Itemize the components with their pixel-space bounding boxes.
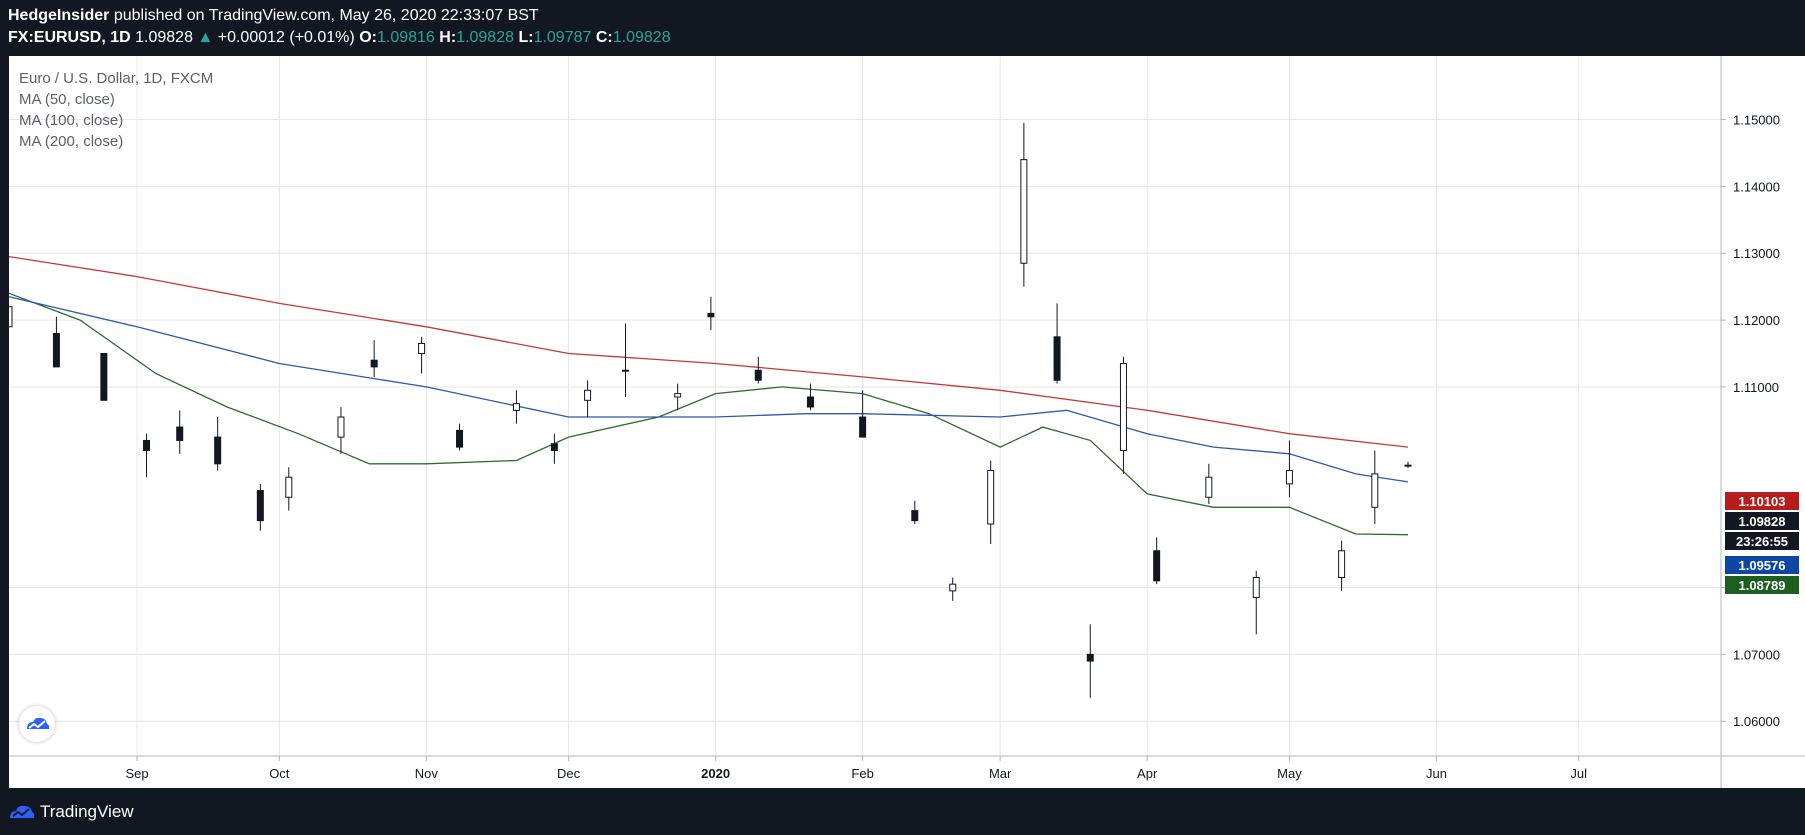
x-tick-label: Feb — [851, 766, 873, 781]
candle-body — [1020, 159, 1028, 264]
y-tick-label: 1.14000 — [1733, 179, 1780, 194]
candle-body — [1404, 464, 1412, 467]
close-label: C: — [595, 29, 613, 46]
candle-body — [1086, 653, 1094, 662]
candle-body — [5, 306, 13, 328]
x-tick-label: Jun — [1426, 766, 1447, 781]
y-tick-label: 1.07000 — [1733, 647, 1780, 662]
candle-body — [456, 429, 464, 448]
price-tag-label: 1.09576 — [1739, 558, 1786, 573]
last-price: 1.09828 — [135, 29, 193, 46]
candle-body — [512, 403, 520, 411]
chart-legend: Euro / U.S. Dollar, 1D, FXCM MA (50, clo… — [19, 68, 213, 152]
candle-body — [1205, 476, 1213, 498]
close-value: 1.09828 — [612, 29, 671, 46]
x-tick-label: Nov — [415, 766, 439, 781]
price-tag-bg — [1725, 576, 1799, 594]
candle-body — [256, 490, 264, 522]
price-tag[interactable]: 1.08789 — [1725, 576, 1799, 594]
price-tag[interactable]: 1.09576 — [1725, 556, 1799, 574]
candle-body — [176, 426, 184, 441]
price-tag-bg — [1725, 512, 1799, 530]
y-tick-label: 1.15000 — [1733, 113, 1780, 128]
symbol-label[interactable]: FX:EURUSD, 1D — [8, 29, 131, 46]
candle-body — [674, 393, 682, 398]
candle-body — [1285, 470, 1293, 485]
candle-body — [143, 439, 151, 451]
candle-body — [949, 583, 957, 592]
x-tick-label: Oct — [269, 766, 290, 781]
candle-body — [859, 416, 867, 438]
candle-body — [1153, 550, 1161, 582]
candle-body — [622, 369, 630, 372]
ma-line-50 — [8, 292, 1409, 536]
candle-body — [52, 332, 60, 368]
price-tag[interactable]: 23:26:55 — [1725, 532, 1799, 550]
footer-bar: TradingView — [0, 788, 1805, 835]
price-tag[interactable]: 1.09828 — [1725, 512, 1799, 530]
x-tick-label: Mar — [989, 766, 1012, 781]
y-tick-label: 1.13000 — [1733, 246, 1780, 261]
price-tag-label: 1.08789 — [1739, 578, 1786, 593]
x-tick-label: Apr — [1137, 766, 1158, 781]
y-tick-label: 1.06000 — [1733, 714, 1780, 729]
open-label: O: — [359, 29, 377, 46]
cloud-logo-icon — [27, 717, 50, 729]
candle-body — [337, 416, 345, 438]
price-tag-label: 1.10103 — [1739, 494, 1786, 509]
tradingview-cloud-icon — [10, 805, 35, 818]
legend-ma100[interactable]: MA (100, close) — [19, 112, 124, 129]
footer-brand[interactable]: TradingView — [40, 802, 134, 821]
high-value: 1.09828 — [456, 29, 514, 46]
candle-body — [806, 396, 814, 408]
candle-body — [1053, 336, 1061, 381]
legend-ma200[interactable]: MA (200, close) — [19, 133, 124, 150]
candle-body — [1252, 576, 1260, 599]
low-value: 1.09787 — [533, 29, 592, 46]
candle-body — [100, 353, 108, 401]
candle-body — [370, 359, 378, 368]
publisher-name[interactable]: HedgeInsider — [8, 7, 110, 24]
legend-title[interactable]: Euro / U.S. Dollar, 1D, FXCM — [19, 70, 214, 87]
price-tag-bg — [1725, 556, 1799, 574]
price-tag-label: 1.09828 — [1739, 514, 1786, 529]
x-tick-label: 2020 — [701, 766, 730, 781]
y-tick-label: 1.11000 — [1733, 380, 1779, 395]
candle-body — [707, 312, 715, 318]
published-text: published on TradingView.com, May 26, 20… — [113, 7, 539, 24]
candle-body — [285, 476, 293, 498]
candle-body — [911, 510, 919, 522]
candle-body — [584, 389, 592, 401]
price-change: +0.00012 (+0.01%) — [217, 29, 355, 46]
publish-line: HedgeInsider published on TradingView.co… — [8, 7, 539, 25]
candle-body — [214, 436, 222, 465]
candle-body — [1119, 363, 1127, 451]
x-tick-label: Sep — [125, 766, 148, 781]
ma-line-200 — [8, 255, 1409, 448]
candle-body — [1338, 550, 1346, 578]
price-tag-bg — [1725, 492, 1799, 510]
x-tick-label: Dec — [557, 766, 581, 781]
tradingview-logo-button[interactable] — [19, 706, 55, 742]
candle-body — [418, 342, 426, 355]
price-tag-label: 23:26:55 — [1736, 534, 1788, 549]
candle-body — [754, 369, 762, 381]
high-label: H: — [439, 29, 457, 46]
x-tick-label: Jul — [1570, 766, 1587, 781]
low-label: L: — [518, 29, 534, 46]
candle-body — [550, 443, 558, 451]
chart-header: HedgeInsider published on TradingView.co… — [0, 0, 1805, 56]
y-tick-label: 1.12000 — [1733, 313, 1780, 328]
candle-body — [987, 470, 995, 525]
price-chart[interactable]: 1.150001.140001.130001.120001.110001.080… — [5, 56, 1805, 788]
chart-pane[interactable]: 1.150001.140001.130001.120001.110001.080… — [5, 56, 1805, 788]
candle-body — [1371, 473, 1379, 508]
ohlc-line: FX:EURUSD, 1D 1.09828 ▲ +0.00012 (+0.01%… — [8, 29, 671, 47]
x-tick-label: May — [1277, 766, 1302, 781]
price-tag[interactable]: 1.10103 — [1725, 492, 1799, 510]
open-value: 1.09816 — [376, 29, 435, 46]
legend-ma50[interactable]: MA (50, close) — [19, 91, 115, 108]
price-tag-bg — [1725, 532, 1799, 550]
up-arrow-icon: ▲ — [197, 29, 214, 46]
